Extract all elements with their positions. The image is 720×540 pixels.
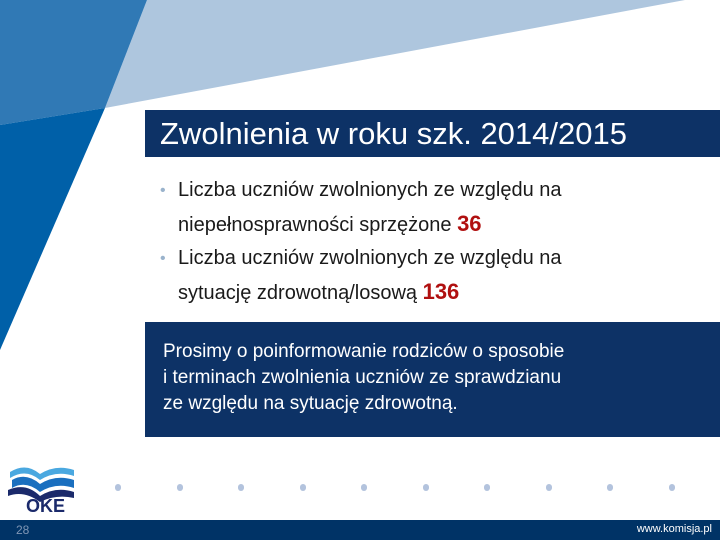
oke-logo: OKE (8, 467, 74, 516)
notice-line: i terminach zwolnienia uczniów ze sprawd… (163, 367, 562, 388)
bullet-text: sytuację zdrowotną/losową (178, 282, 418, 304)
bullet-text: Liczba uczniów zwolnionych ze względu na (178, 179, 562, 201)
bullet-list: • Liczba uczniów zwolnionych ze względu … (160, 174, 720, 310)
bullet-text: Liczba uczniów zwolnionych ze względu na (178, 247, 562, 269)
bullet-item: • Liczba uczniów zwolnionych ze względu … (160, 174, 720, 242)
bullet-item: • Liczba uczniów zwolnionych ze względu … (160, 242, 720, 310)
website-link[interactable]: www.komisja.pl (636, 523, 712, 535)
notice-line: Prosimy o poinformowanie rodziców o spos… (163, 341, 565, 362)
bullet-icon: • (160, 182, 166, 199)
dot-divider (115, 484, 675, 491)
slide-title: Zwolnienia w roku szk. 2014/2015 (145, 110, 720, 157)
bullet-text-line2: sytuację zdrowotną/losową 136 (178, 275, 720, 310)
count-value: 36 (457, 211, 482, 236)
svg-text:OKE: OKE (26, 496, 65, 516)
notice-line: ze względu na sytuację zdrowotną. (163, 393, 458, 414)
notice-box: Prosimy o poinformowanie rodziców o spos… (145, 322, 720, 437)
footer-bar: 28 www.komisja.pl (0, 520, 720, 540)
bullet-icon: • (160, 250, 166, 267)
bullet-text-line2: niepełnosprawności sprzężone 36 (178, 207, 720, 242)
count-value: 136 (422, 279, 460, 304)
page-number: 28 (16, 523, 30, 537)
bullet-text: niepełnosprawności sprzężone (178, 214, 452, 236)
